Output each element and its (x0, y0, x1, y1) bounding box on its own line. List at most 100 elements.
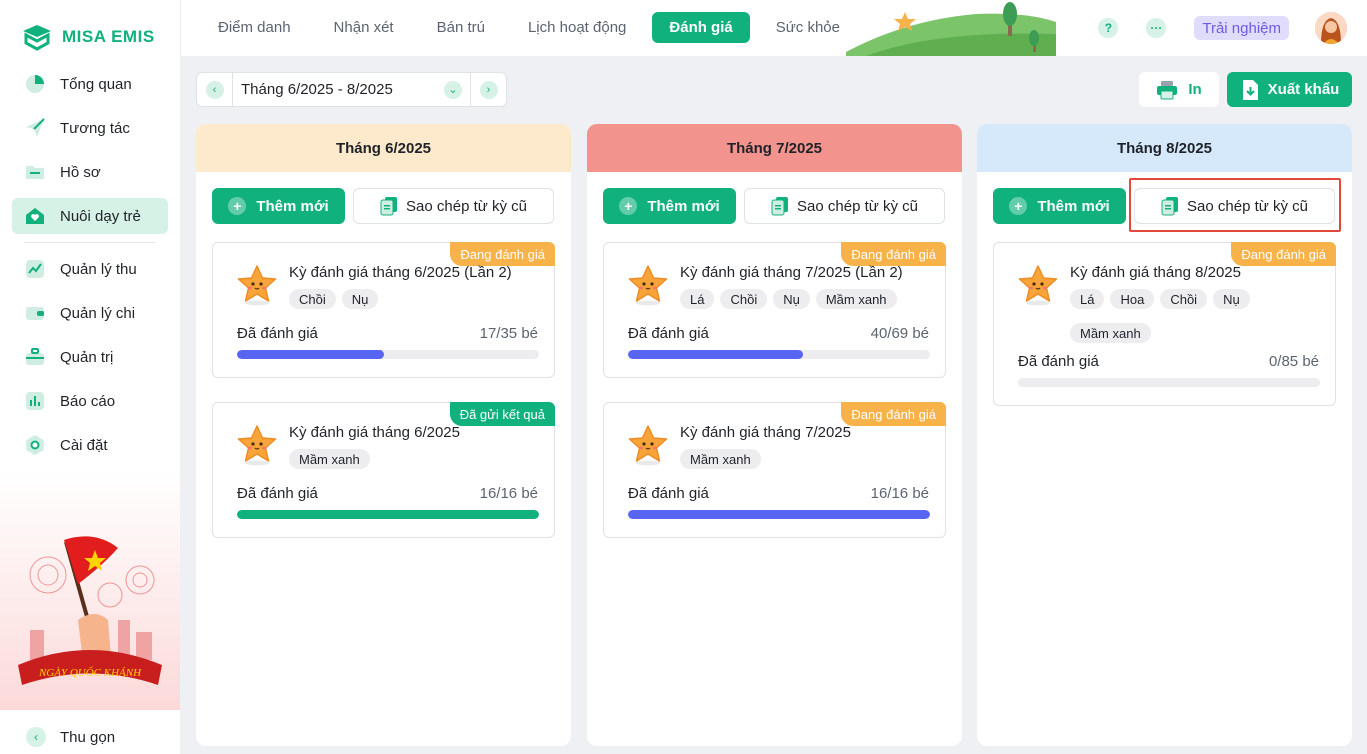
evaluation-card[interactable]: Đang đánh giá Kỳ đánh giá tháng 6/2025 (L… (212, 242, 555, 378)
send-icon (24, 117, 46, 139)
sidebar-item-label: Báo cáo (60, 392, 116, 410)
evaluation-card[interactable]: Đang đánh giá Kỳ đánh giá tháng 7/2025 (L… (603, 242, 946, 378)
progress-fill (237, 350, 384, 359)
print-label: In (1188, 81, 1202, 98)
plus-icon: + (1009, 197, 1028, 215)
card-title: Kỳ đánh giá tháng 6/2025 (Lần 2) (289, 264, 512, 281)
app-logo[interactable]: MISA EMIS (20, 22, 155, 52)
month-column: Tháng 8/2025 + Thêm mới Sao chép từ kỳ cũ Đa… (977, 124, 1352, 746)
sidebar-item-7[interactable]: Báo cáo (12, 383, 168, 419)
hill-decoration (846, 2, 1056, 56)
progress-bar (1018, 378, 1320, 387)
progress-bar (628, 350, 930, 359)
add-new-button[interactable]: + Thêm mới (993, 188, 1126, 224)
top-right-actions: ? ··· Trải nghiệm (1070, 12, 1347, 44)
sidebar-item-label: Hồ sơ (60, 163, 101, 181)
progress-label: Đã đánh giá (237, 485, 318, 502)
more-icon[interactable]: ··· (1146, 18, 1167, 38)
tab-0[interactable]: Điểm danh (218, 19, 291, 36)
column-actions: + Thêm mới Sao chép từ kỳ cũ (993, 188, 1335, 224)
class-tags: Lá Hoa Chồi Nụ Mầm xanh (1070, 289, 1320, 351)
column-actions: + Thêm mới Sao chép từ kỳ cũ (212, 188, 554, 224)
column-title: Tháng 7/2025 (587, 124, 962, 172)
evaluation-card[interactable]: Đang đánh giá Kỳ đánh giá tháng 7/2025 Mầm… (603, 402, 946, 538)
prev-period-button[interactable]: ‹ (197, 73, 232, 106)
pie-chart-icon (24, 73, 46, 95)
class-tag: Nụ (341, 289, 379, 309)
briefcase-icon (24, 346, 46, 368)
tab-3[interactable]: Lịch hoạt động (527, 19, 627, 36)
collapse-sidebar-button[interactable]: ‹ Thu gọn (26, 727, 115, 747)
column-title: Tháng 8/2025 (977, 124, 1352, 172)
chevron-right-icon: › (479, 80, 498, 99)
copy-icon (771, 196, 789, 216)
status-badge: Đang đánh giá (450, 242, 555, 266)
collapse-label: Thu gọn (60, 728, 116, 746)
sidebar-item-8[interactable]: Cài đặt (12, 427, 168, 463)
copy-from-previous-button[interactable]: Sao chép từ kỳ cũ (353, 188, 554, 224)
class-tag: Mầm xanh (289, 449, 370, 469)
class-tags: Mầm xanh (289, 449, 539, 477)
module-tabs: Điểm danh Nhận xét Bán trú Lịch hoạt động Đá… (201, 12, 866, 43)
trial-button[interactable]: Trải nghiệm (1194, 16, 1289, 40)
period-select[interactable]: Tháng 6/2025 - 8/2025 ⌄ (232, 73, 471, 106)
sidebar-nav: Tổng quan Tương tác Hồ sơ Nuôi dạy trẻ Quản … (12, 66, 168, 471)
promo-text: NGÀY QUỐC KHÁNH (38, 666, 142, 679)
class-tag: Nụ (1213, 289, 1250, 309)
sidebar-item-6[interactable]: Quản trị (12, 339, 168, 375)
copy-from-previous-button[interactable]: Sao chép từ kỳ cũ (1134, 188, 1335, 224)
copy-label: Sao chép từ kỳ cũ (406, 197, 527, 215)
add-new-label: Thêm mới (256, 197, 329, 215)
status-badge: Đang đánh giá (841, 242, 946, 266)
sidebar-item-1[interactable]: Tương tác (12, 110, 168, 146)
copy-label: Sao chép từ kỳ cũ (797, 197, 918, 215)
help-icon[interactable]: ? (1098, 18, 1119, 38)
progress-label: Đã đánh giá (1018, 353, 1099, 370)
user-avatar-icon (1315, 12, 1347, 44)
progress-label: Đã đánh giá (628, 325, 709, 342)
tab-2[interactable]: Bán trú (436, 19, 485, 36)
column-title: Tháng 6/2025 (196, 124, 571, 172)
star-mascot-icon (235, 263, 279, 307)
tab-1[interactable]: Nhận xét (333, 19, 394, 36)
evaluation-card[interactable]: Đã gửi kết quả Kỳ đánh giá tháng 6/2025 Mầ… (212, 402, 555, 538)
next-period-button[interactable]: › (471, 73, 506, 106)
progress-bar (237, 350, 539, 359)
tab-5[interactable]: Sức khỏe (775, 19, 840, 36)
tab-4[interactable]: Đánh giá (652, 12, 750, 43)
evaluation-card[interactable]: Đang đánh giá Kỳ đánh giá tháng 8/2025 Lá H… (993, 242, 1336, 406)
star-mascot-icon (1016, 263, 1060, 307)
folder-icon (24, 161, 46, 183)
sidebar-item-3[interactable]: Nuôi dạy trẻ (12, 198, 168, 234)
sidebar-item-0[interactable]: Tổng quan (12, 66, 168, 102)
progress-label: Đã đánh giá (628, 485, 709, 502)
class-tag: Mầm xanh (680, 449, 761, 469)
sidebar-item-label: Tương tác (60, 119, 130, 137)
add-new-button[interactable]: + Thêm mới (603, 188, 736, 224)
plus-icon: + (619, 197, 638, 215)
sidebar-item-label: Cài đặt (60, 436, 108, 454)
copy-from-previous-button[interactable]: Sao chép từ kỳ cũ (744, 188, 945, 224)
add-new-label: Thêm mới (647, 197, 720, 215)
avatar[interactable] (1315, 12, 1347, 44)
gear-icon (24, 434, 46, 456)
wallet-icon (24, 302, 46, 324)
misa-logo-icon (23, 25, 51, 51)
class-tag: Chồi (1160, 289, 1208, 309)
copy-label: Sao chép từ kỳ cũ (1187, 197, 1308, 215)
status-badge: Đang đánh giá (1231, 242, 1336, 266)
sidebar-item-5[interactable]: Quản lý chi (12, 295, 168, 331)
class-tag: Nụ (773, 289, 810, 309)
progress-bar (237, 510, 539, 519)
print-button[interactable]: In (1139, 72, 1219, 107)
sidebar-item-4[interactable]: Quản lý thu (12, 251, 168, 287)
star-mascot-icon (235, 423, 279, 467)
sidebar-item-2[interactable]: Hồ sơ (12, 154, 168, 190)
progress-count: 16/16 bé (479, 485, 538, 502)
add-new-button[interactable]: + Thêm mới (212, 188, 345, 224)
class-tag: Lá (680, 289, 715, 309)
export-button[interactable]: Xuất khẩu (1227, 72, 1352, 107)
progress-fill (628, 350, 804, 359)
copy-button-highlight (1129, 178, 1341, 232)
progress-count: 17/35 bé (479, 325, 538, 342)
